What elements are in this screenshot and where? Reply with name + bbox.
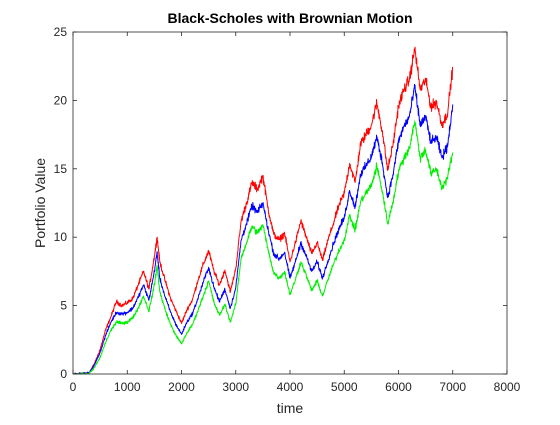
y-tick-label: 10 (54, 230, 68, 244)
series-line-2 (73, 83, 454, 375)
y-tick-label: 20 (54, 93, 68, 107)
y-axis: 0 5 10 15 20 25 (54, 25, 507, 381)
x-axis-label: time (277, 400, 304, 416)
y-axis-label: Portfolio Value (32, 158, 48, 248)
x-tick-label: 1000 (114, 380, 141, 394)
plot-area (73, 32, 507, 374)
y-tick-label: 25 (54, 25, 68, 39)
y-tick-label: 15 (54, 162, 68, 176)
series-layer (72, 46, 454, 375)
x-tick-label: 6000 (385, 380, 412, 394)
chart-title: Black-Scholes with Brownian Motion (167, 10, 412, 26)
x-tick-label: 8000 (494, 380, 521, 394)
series-line-3 (72, 120, 454, 375)
y-tick-label: 0 (60, 367, 67, 381)
x-tick-label: 5000 (331, 380, 358, 394)
x-tick-label: 2000 (168, 380, 195, 394)
x-tick-label: 4000 (277, 380, 304, 394)
x-tick-label: 0 (70, 380, 77, 394)
x-axis: 0 1000 2000 3000 4000 5000 6000 7000 8000 (70, 32, 521, 394)
y-tick-label: 5 (60, 299, 67, 313)
x-tick-label: 3000 (222, 380, 249, 394)
series-line-1 (72, 46, 454, 375)
x-tick-label: 7000 (439, 380, 466, 394)
